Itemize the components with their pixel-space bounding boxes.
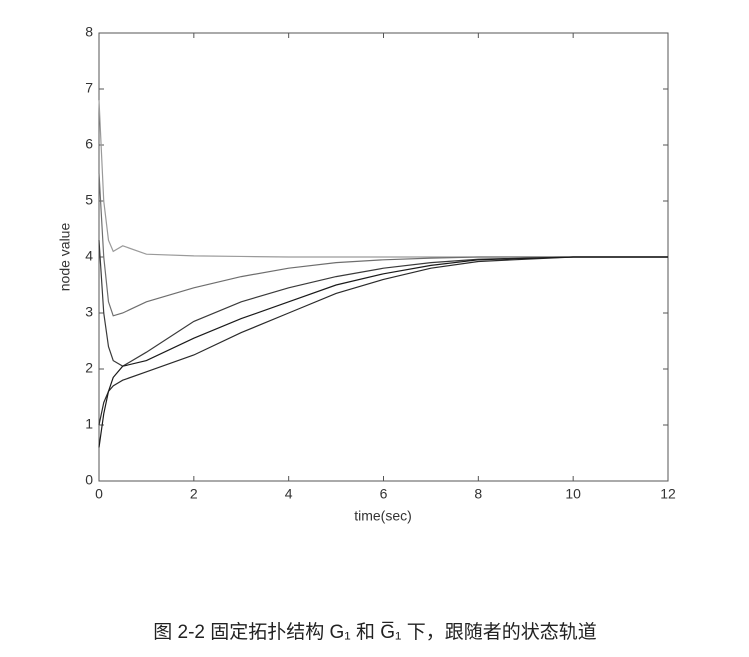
y-tick-label: 4	[85, 248, 93, 264]
y-tick-label: 8	[85, 24, 93, 40]
series-line	[98, 240, 668, 367]
series-line	[98, 256, 668, 426]
x-tick-label: 12	[660, 486, 676, 502]
y-tick-label: 1	[85, 416, 93, 432]
y-tick-label: 7	[85, 80, 93, 96]
x-tick-label: 2	[190, 486, 198, 502]
y-axis-label: node value	[57, 223, 73, 292]
y-tick-label: 0	[85, 472, 93, 488]
series-line	[98, 256, 668, 448]
y-tick-label: 6	[85, 136, 93, 152]
x-tick-label: 0	[95, 486, 103, 502]
x-tick-label: 6	[380, 486, 388, 502]
series-line	[98, 100, 668, 258]
series-line	[98, 172, 668, 317]
x-axis-label: time(sec)	[354, 508, 412, 524]
y-tick-label: 5	[85, 192, 93, 208]
x-tick-label: 8	[474, 486, 482, 502]
x-tick-label: 4	[285, 486, 293, 502]
x-tick-label: 10	[565, 486, 581, 502]
caption: 图 2-2 固定拓扑结构 G₁ 和 G̅₁ 下，跟随者的状态轨道	[153, 621, 597, 643]
y-tick-label: 3	[85, 304, 93, 320]
y-tick-label: 2	[85, 360, 93, 376]
